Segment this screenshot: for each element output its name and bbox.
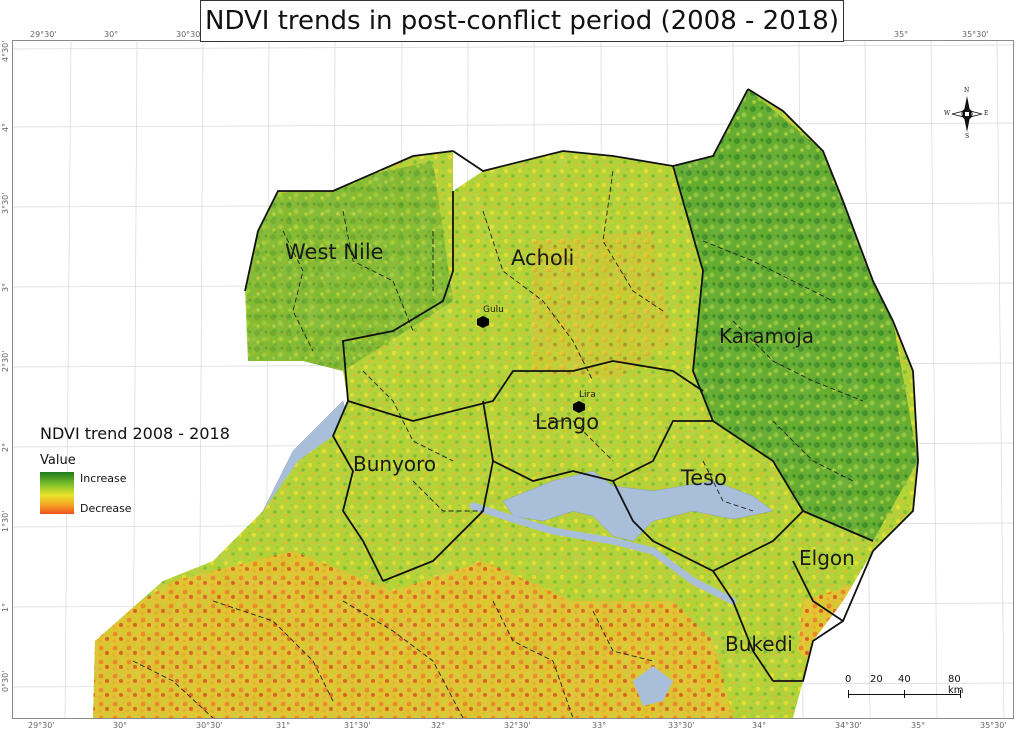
graticule-tick-top: 35°30': [962, 30, 989, 39]
scale-label-0: 0: [845, 674, 852, 685]
graticule-tick-top: 29°30': [30, 30, 57, 39]
city-lira[interactable]: Lira: [573, 390, 596, 413]
region-label-bunyoro: Bunyoro: [353, 452, 436, 476]
graticule-tick-top: 30°: [104, 30, 119, 39]
region-label-west-nile: West Nile: [285, 240, 384, 264]
graticule-tick-left: 2°30': [1, 350, 10, 372]
graticule-tick-bottom: 31°: [276, 721, 291, 730]
nile-river: [469, 502, 737, 605]
legend-value-label: Value: [40, 453, 76, 468]
graticule-tick-left: 3°: [1, 282, 10, 292]
graticule-tick-bottom: 32°: [431, 721, 446, 730]
city-label-lira: Lira: [579, 390, 596, 400]
graticule-tick-bottom: 31°30': [344, 721, 371, 730]
graticule-tick-bottom: 33°: [592, 721, 607, 730]
lake-kyoga: [502, 470, 774, 542]
graticule-tick-bottom: 29°30': [28, 721, 55, 730]
legend-color-ramp: [40, 472, 74, 514]
city-gulu[interactable]: Gulu: [477, 305, 504, 328]
region-label-teso: Teso: [680, 466, 727, 490]
graticule-tick-bottom: 30°30': [196, 721, 223, 730]
scale-tick: [904, 690, 905, 698]
graticule-tick-bottom: 30°: [113, 721, 128, 730]
scale-tick: [848, 690, 849, 698]
graticule-tick-bottom: 32°30': [504, 721, 531, 730]
legend: NDVI trend 2008 - 2018 Value Increase De…: [40, 424, 280, 515]
north-arrow-icon: N S E W: [944, 87, 990, 140]
scale-tick: [960, 690, 961, 698]
legend-title: NDVI trend 2008 - 2018: [40, 424, 230, 443]
region-label-acholi: Acholi: [511, 246, 574, 270]
region-label-elgon: Elgon: [799, 546, 855, 570]
graticule-tick-left: 0°30': [1, 670, 10, 692]
legend-increase-label: Increase: [80, 472, 127, 485]
scale-label-40: 40: [898, 674, 911, 685]
graticule-tick-top: 35°: [894, 30, 909, 39]
graticule-tick-left: 1°30': [1, 510, 10, 532]
region-label-bukedi: Bukedi: [725, 632, 793, 656]
legend-ramp-row: Increase Decrease: [40, 472, 280, 515]
scale-bar: 0 20 40 80 km: [840, 674, 970, 704]
graticule-tick-left: 4°: [1, 122, 10, 132]
district-boundaries: [132, 170, 864, 718]
region-boundaries: [244, 88, 919, 682]
water-east: [633, 666, 673, 706]
map-frame[interactable]: West Nile Acholi Karamoja Lango Bunyoro …: [12, 40, 1014, 719]
scale-label-80: 80 km: [948, 674, 964, 696]
title-box: NDVI trends in post-conflict period (200…: [200, 0, 844, 42]
graticule-tick-bottom: 34°30': [835, 721, 862, 730]
graticule-tick-top: 30°30': [176, 30, 203, 39]
compass-n: N: [964, 87, 970, 94]
graticule-tick-left: 1°: [1, 602, 10, 612]
legend-decrease-label: Decrease: [80, 502, 132, 515]
graticule-tick-bottom: 33°30': [668, 721, 695, 730]
city-marker-icon: [477, 316, 489, 328]
city-marker-icon: [573, 401, 585, 413]
compass-w: W: [944, 110, 951, 117]
page-title: NDVI trends in post-conflict period (200…: [205, 6, 839, 36]
ndvi-raster: [93, 89, 918, 718]
graticule-tick-bottom: 35°30': [980, 721, 1007, 730]
region-label-lango: Lango: [535, 410, 599, 434]
graticule-tick-left: 4°30': [1, 40, 10, 62]
ndvi-map[interactable]: West Nile Acholi Karamoja Lango Bunyoro …: [13, 41, 1013, 718]
graticule-tick-left: 3°30': [1, 192, 10, 214]
region-label-karamoja: Karamoja: [719, 324, 814, 348]
city-label-gulu: Gulu: [483, 305, 504, 315]
graticule-tick-left: 2°: [1, 442, 10, 452]
compass-e: E: [984, 110, 989, 117]
graticule-tick-bottom: 34°: [752, 721, 767, 730]
graticule-tick-bottom: 35°: [911, 721, 926, 730]
compass-s: S: [965, 133, 970, 140]
scale-label-20: 20: [870, 674, 883, 685]
